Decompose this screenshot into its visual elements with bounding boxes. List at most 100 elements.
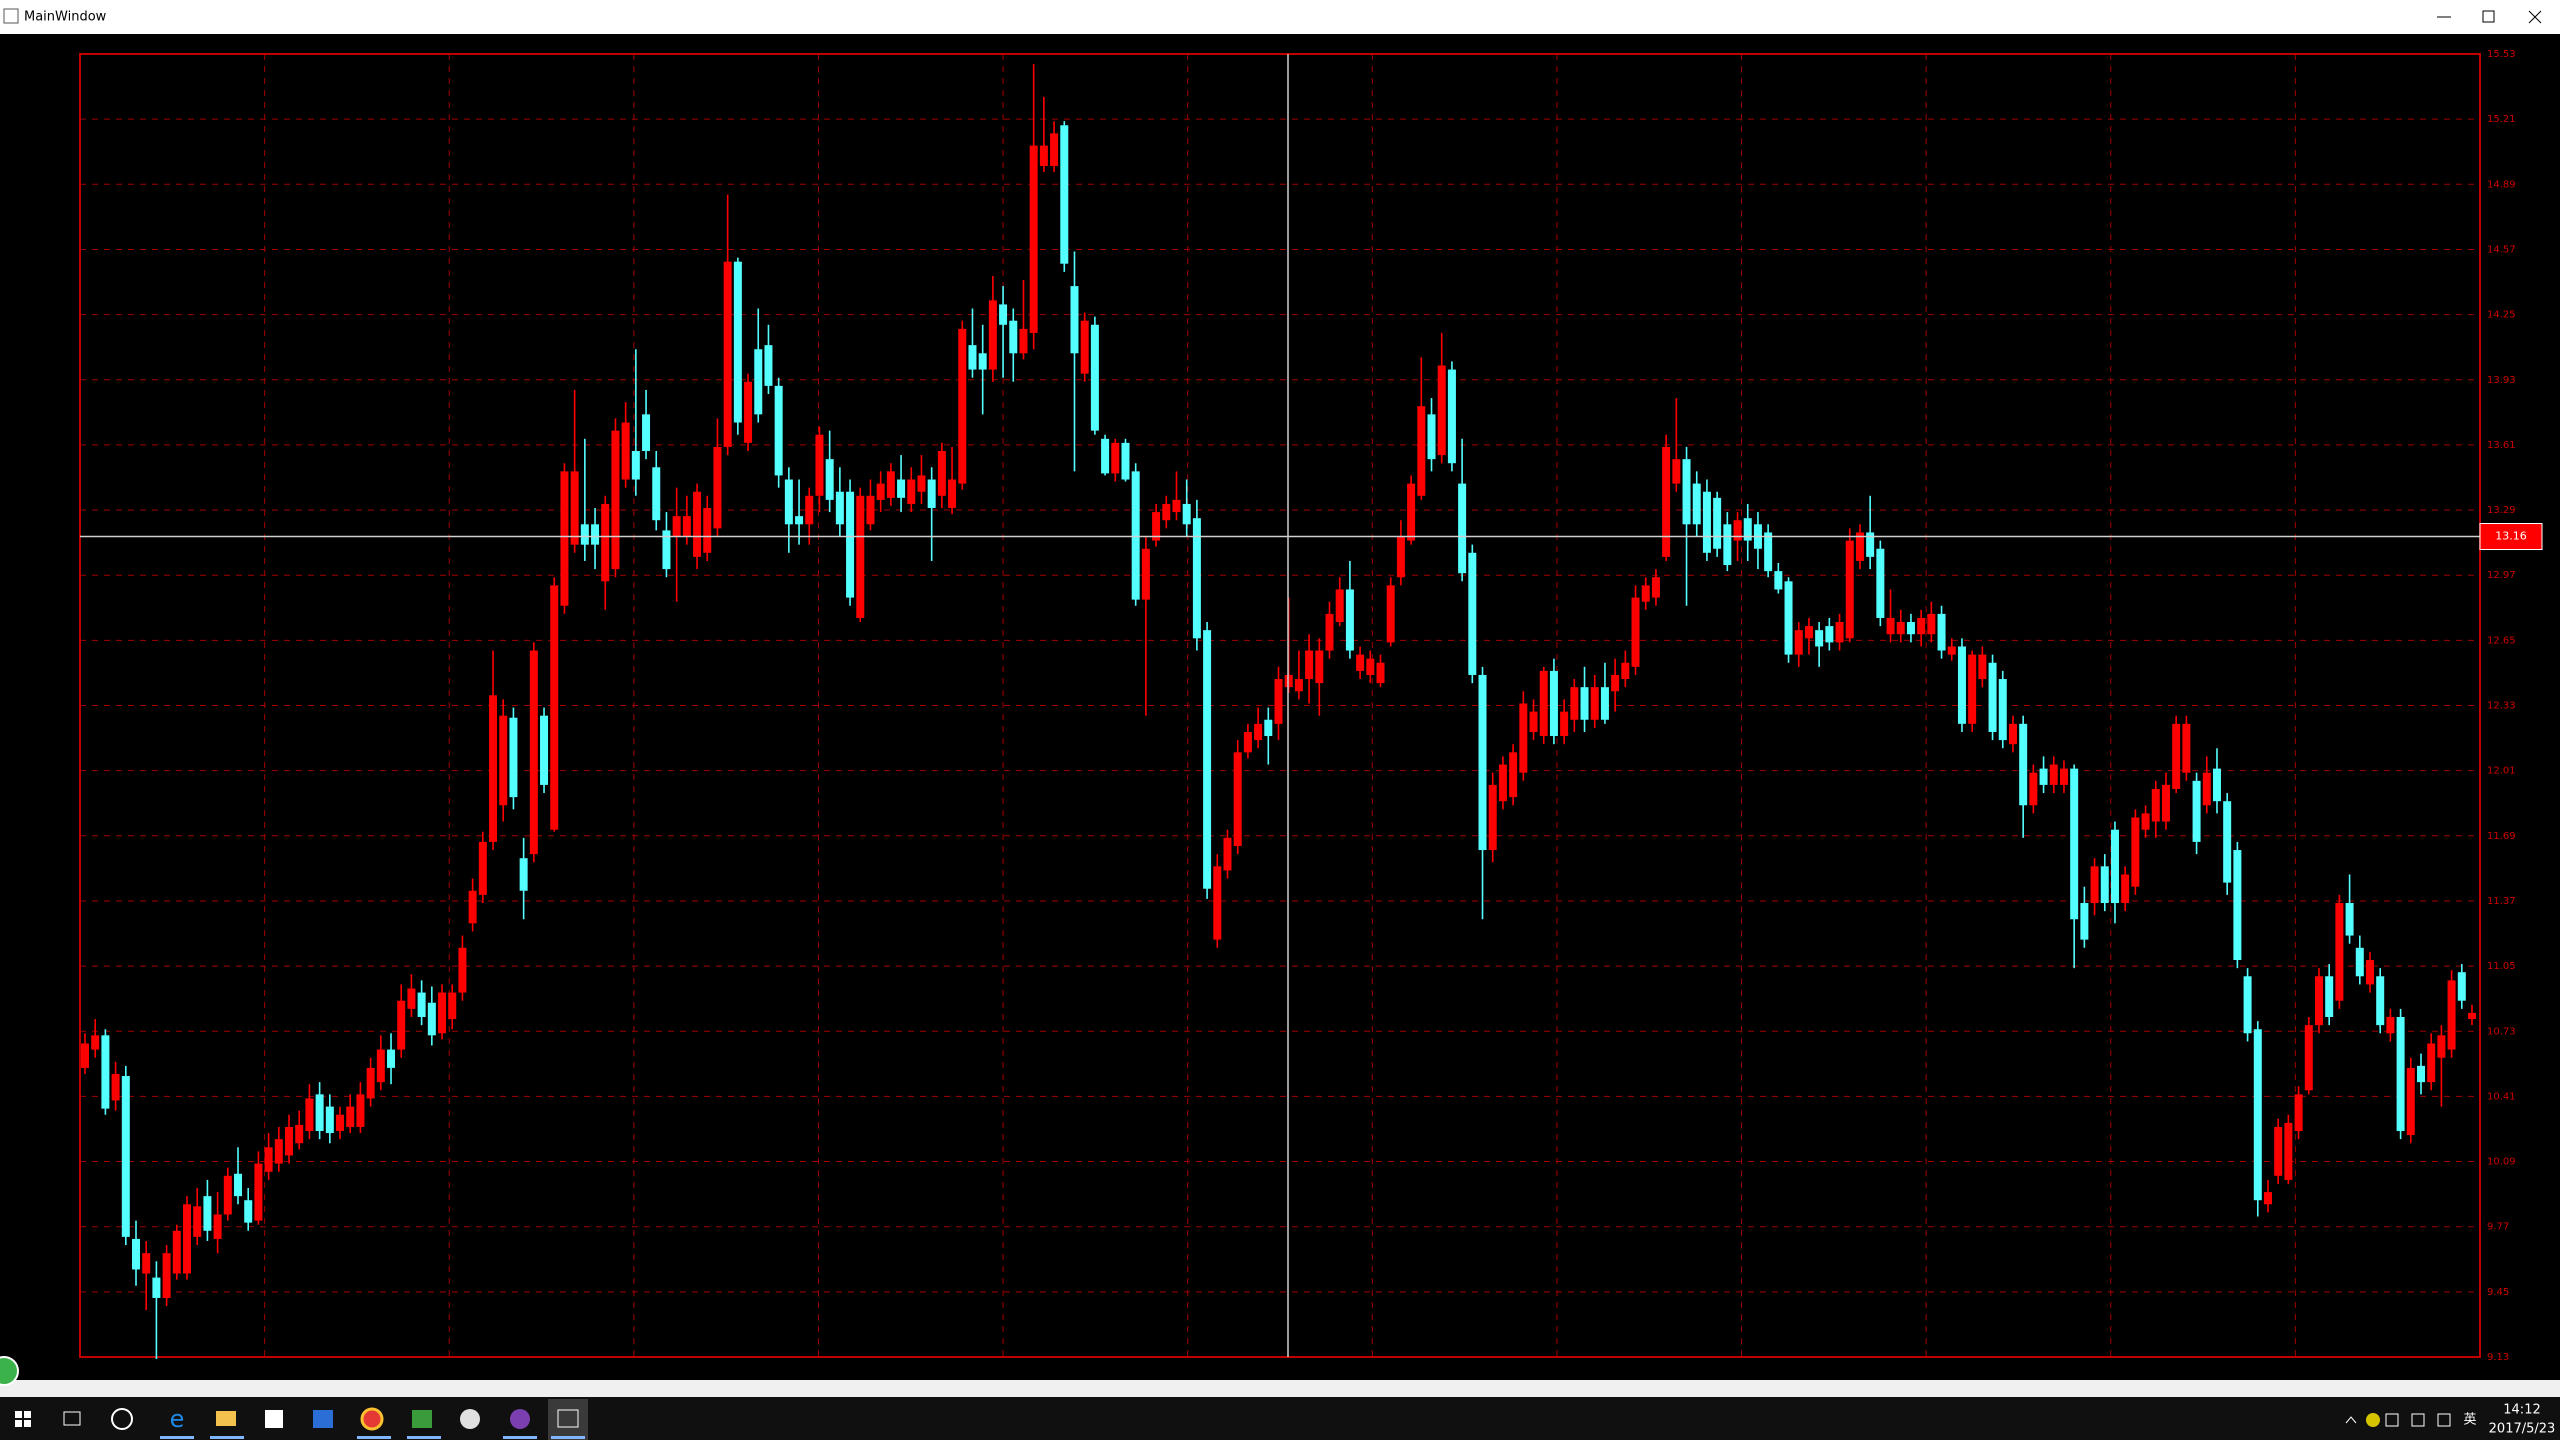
candle-body	[897, 479, 906, 498]
candle-body	[1335, 589, 1344, 623]
tray-icon[interactable]	[2411, 1413, 2425, 1427]
candle-body	[835, 491, 844, 525]
y-tick-label: 14.89	[2487, 179, 2516, 190]
taskbar-app[interactable]	[360, 1407, 384, 1431]
candle-body	[325, 1106, 334, 1134]
candle-body	[478, 841, 487, 895]
candle-body	[1029, 145, 1038, 333]
candle-body	[1804, 626, 1813, 639]
taskbar-app[interactable]	[313, 1410, 333, 1428]
candle-body	[274, 1139, 283, 1164]
y-tick-label: 11.37	[2487, 896, 2516, 907]
ime-indicator[interactable]: 英	[2463, 1413, 2476, 1428]
candle-body	[764, 345, 773, 386]
candle-body	[713, 446, 722, 529]
candle-body	[999, 304, 1008, 325]
candle-body	[1366, 658, 1375, 675]
taskbar-app[interactable]	[216, 1411, 236, 1426]
candle-body	[2345, 902, 2354, 936]
close-button[interactable]	[2528, 10, 2542, 24]
candle-body	[1906, 622, 1915, 635]
clock-time[interactable]: 14:12	[2503, 1403, 2540, 1418]
candle-body	[2233, 850, 2242, 960]
taskbar-app[interactable]	[460, 1409, 480, 1429]
candle-body	[744, 381, 753, 443]
tray-icon[interactable]	[2385, 1413, 2399, 1427]
candle-body	[1927, 613, 1936, 635]
y-tick-label: 13.93	[2487, 375, 2516, 386]
candle-body	[2376, 976, 2385, 1026]
tray-icon[interactable]	[2366, 1413, 2380, 1427]
candle-body	[876, 483, 885, 500]
taskbar-app[interactable]	[412, 1410, 432, 1428]
candle-body	[1274, 679, 1283, 724]
candle-body	[1141, 548, 1150, 600]
candle-body	[356, 1094, 365, 1127]
candle-body	[1590, 687, 1599, 720]
candle-body	[631, 451, 640, 480]
candle-body	[152, 1277, 161, 1298]
candle-body	[1682, 459, 1691, 525]
tray-expand[interactable]	[2345, 1416, 2357, 1424]
candle-body	[1774, 571, 1783, 590]
taskbar-app[interactable]: e	[170, 1405, 185, 1433]
candle-body	[203, 1196, 212, 1231]
candle-body	[1172, 499, 1181, 513]
candle-body	[917, 475, 926, 492]
taskbar-app-icon	[557, 1409, 579, 1428]
clock-date[interactable]: 2017/5/23	[2489, 1422, 2556, 1437]
candle-body	[509, 717, 518, 798]
candle-body	[172, 1230, 181, 1274]
start-button[interactable]	[15, 1411, 31, 1427]
candle-body	[468, 890, 477, 924]
candle-body	[682, 516, 691, 537]
candle-body	[988, 300, 997, 370]
candle-body	[1733, 520, 1742, 541]
candle-body	[1060, 125, 1069, 264]
candle-body	[1386, 585, 1395, 643]
taskbar-app-active[interactable]	[548, 1399, 588, 1440]
candle-body	[387, 1049, 396, 1068]
taskbar-app[interactable]	[265, 1410, 283, 1428]
candle-body	[1866, 532, 1875, 557]
candle-body	[2335, 902, 2344, 1001]
candle-body	[1417, 406, 1426, 496]
candle-body	[1437, 365, 1446, 456]
candle-body	[642, 414, 651, 452]
candle-body	[264, 1147, 273, 1172]
candle-body	[1345, 589, 1354, 651]
candle-body	[1315, 650, 1324, 684]
candle-body	[1917, 617, 1926, 635]
candle-body	[1396, 536, 1405, 578]
candle-body	[1600, 687, 1609, 720]
candle-body	[132, 1238, 141, 1270]
candle-body	[366, 1067, 375, 1099]
candle-body	[2304, 1025, 2313, 1091]
candle-body	[305, 1098, 314, 1132]
candle-body	[2457, 972, 2466, 1001]
candle-body	[111, 1074, 120, 1101]
side-button[interactable]	[0, 1356, 19, 1386]
taskbar-app[interactable]	[111, 1408, 133, 1430]
taskbar-app[interactable]	[510, 1409, 530, 1429]
candle-body	[2406, 1067, 2415, 1136]
candle-body	[805, 495, 814, 525]
candle-body	[2161, 784, 2170, 822]
tray-icon[interactable]	[2437, 1413, 2451, 1427]
candle-body	[1876, 548, 1885, 618]
candle-body	[2416, 1065, 2425, 1083]
task-view[interactable]	[63, 1411, 81, 1426]
candle-body	[91, 1035, 100, 1050]
y-tick-label: 10.09	[2487, 1157, 2516, 1168]
candle-body	[295, 1124, 304, 1144]
candle-body	[1192, 518, 1201, 639]
restore-button[interactable]	[2482, 10, 2495, 23]
candle-body	[1427, 414, 1436, 460]
candle-body	[1702, 491, 1711, 553]
candle-body	[968, 345, 977, 370]
candle-body	[1080, 320, 1089, 374]
candle-body	[336, 1114, 345, 1132]
candle-body	[529, 650, 538, 855]
candle-body	[723, 261, 732, 447]
